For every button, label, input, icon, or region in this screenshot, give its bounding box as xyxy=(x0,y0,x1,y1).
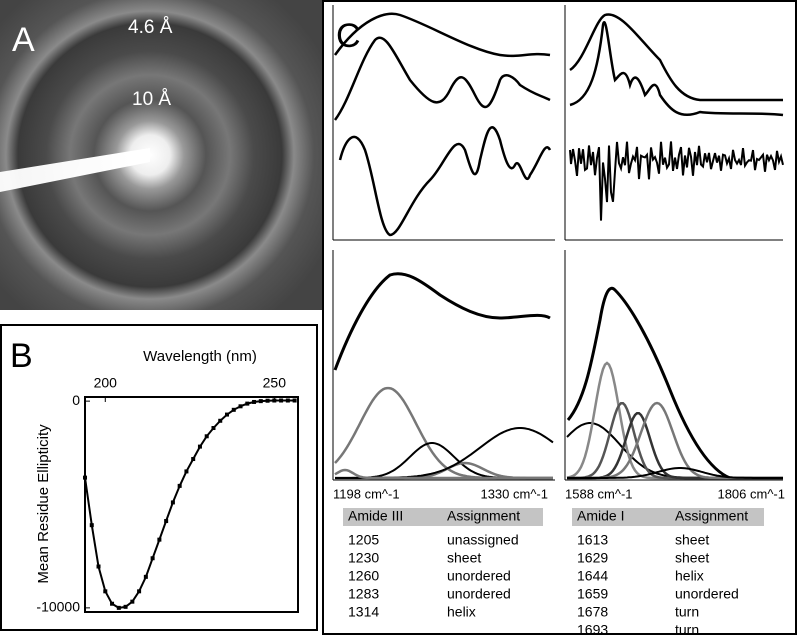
data-point xyxy=(164,519,169,524)
table-cell: 1644 xyxy=(577,568,608,584)
data-point xyxy=(150,556,155,561)
data-point xyxy=(292,398,297,403)
band xyxy=(335,427,554,479)
data-point xyxy=(197,444,202,449)
band xyxy=(567,467,783,479)
data-point xyxy=(83,475,87,480)
table-cell: helix xyxy=(447,604,476,620)
band xyxy=(566,361,783,480)
table-header: Amide III xyxy=(348,508,403,524)
table-header: Assignment xyxy=(675,508,748,524)
panel-label: A xyxy=(12,21,35,59)
table-cell: 1629 xyxy=(577,550,608,566)
panel-frame xyxy=(0,324,318,631)
data-point xyxy=(252,399,257,404)
data-point xyxy=(191,457,196,462)
band xyxy=(566,422,783,479)
ring-label: 4.6 Å xyxy=(128,17,173,38)
data-point xyxy=(258,399,263,404)
panel-frame xyxy=(322,0,797,635)
ring-label: 10 Å xyxy=(132,89,171,110)
table-cell: unassigned xyxy=(447,532,519,548)
table-cell: 1678 xyxy=(577,604,608,620)
table-cell: unordered xyxy=(447,586,511,602)
data-point xyxy=(96,564,101,569)
table-cell: 1693 xyxy=(577,622,608,635)
data-point xyxy=(238,404,243,409)
table-cell: sheet xyxy=(675,550,709,566)
tables: Amide III Assignment 1205 unassigned 1230 she… xyxy=(348,508,748,635)
data-point xyxy=(89,523,94,528)
table-header-bg xyxy=(572,508,764,526)
data-point xyxy=(231,407,236,412)
data-point xyxy=(265,398,270,403)
data-point xyxy=(103,589,108,594)
x-axis-title: Wavelength (nm) xyxy=(143,348,257,365)
x-tick-label: 250 xyxy=(263,375,287,391)
table-cell: unordered xyxy=(675,586,739,602)
table-cell: unordered xyxy=(447,568,511,584)
table-cell: 1230 xyxy=(348,550,379,566)
diffraction-image xyxy=(0,0,322,310)
data-point xyxy=(285,398,290,403)
data-point xyxy=(130,599,135,604)
y-tick-label: -10000 xyxy=(36,599,80,615)
table-header-bg xyxy=(343,508,543,526)
x-range-label: 1588 cm^-1 xyxy=(565,486,633,501)
data-point xyxy=(116,605,121,610)
data-point xyxy=(157,537,162,542)
data-point xyxy=(279,398,284,403)
table-cell: turn xyxy=(675,622,699,635)
data-point xyxy=(184,469,189,474)
table-cell: sheet xyxy=(675,532,709,548)
table-cell: 1314 xyxy=(348,604,379,620)
spectra xyxy=(333,12,784,481)
table-cell: 1205 xyxy=(348,532,379,548)
beam-stop xyxy=(0,148,150,192)
table-cell: turn xyxy=(675,604,699,620)
data-point xyxy=(170,500,175,505)
table-cell: 1283 xyxy=(348,586,379,602)
plot-area: 200 250 0 -10000 xyxy=(36,375,297,615)
data-point xyxy=(110,601,115,606)
plot-frame xyxy=(84,396,299,613)
y-tick-label: 0 xyxy=(72,392,80,408)
data-point xyxy=(245,401,250,406)
table-cell: 1613 xyxy=(577,532,608,548)
band xyxy=(335,442,553,479)
table-header: Amide I xyxy=(577,508,624,524)
table-header: Assignment xyxy=(447,508,520,524)
fitted-bands xyxy=(334,361,783,480)
data-point xyxy=(137,589,142,594)
data-point xyxy=(225,412,229,417)
cd-curve xyxy=(84,399,295,609)
band xyxy=(334,386,553,480)
data-point xyxy=(204,434,209,439)
data-point xyxy=(143,574,148,579)
x-range-label: 1806 cm^-1 xyxy=(717,486,785,501)
x-tick-label: 200 xyxy=(94,375,118,391)
data-point xyxy=(272,398,277,403)
table-cell: 1659 xyxy=(577,586,608,602)
band xyxy=(334,468,553,480)
data-point xyxy=(218,418,223,423)
data-point xyxy=(123,604,128,609)
panel-label: B xyxy=(10,337,33,375)
x-range-label: 1198 cm^-1 xyxy=(333,486,400,501)
y-axis-title: Mean Residue Ellipticity xyxy=(35,424,52,584)
table-cell: sheet xyxy=(447,550,481,566)
x-range-label: 1330 cm^-1 xyxy=(480,486,548,501)
data-point xyxy=(211,426,216,431)
data-point xyxy=(177,483,182,488)
table-cell: 1260 xyxy=(348,568,379,584)
table-cell: helix xyxy=(675,568,704,584)
spectra-axes xyxy=(332,5,783,481)
